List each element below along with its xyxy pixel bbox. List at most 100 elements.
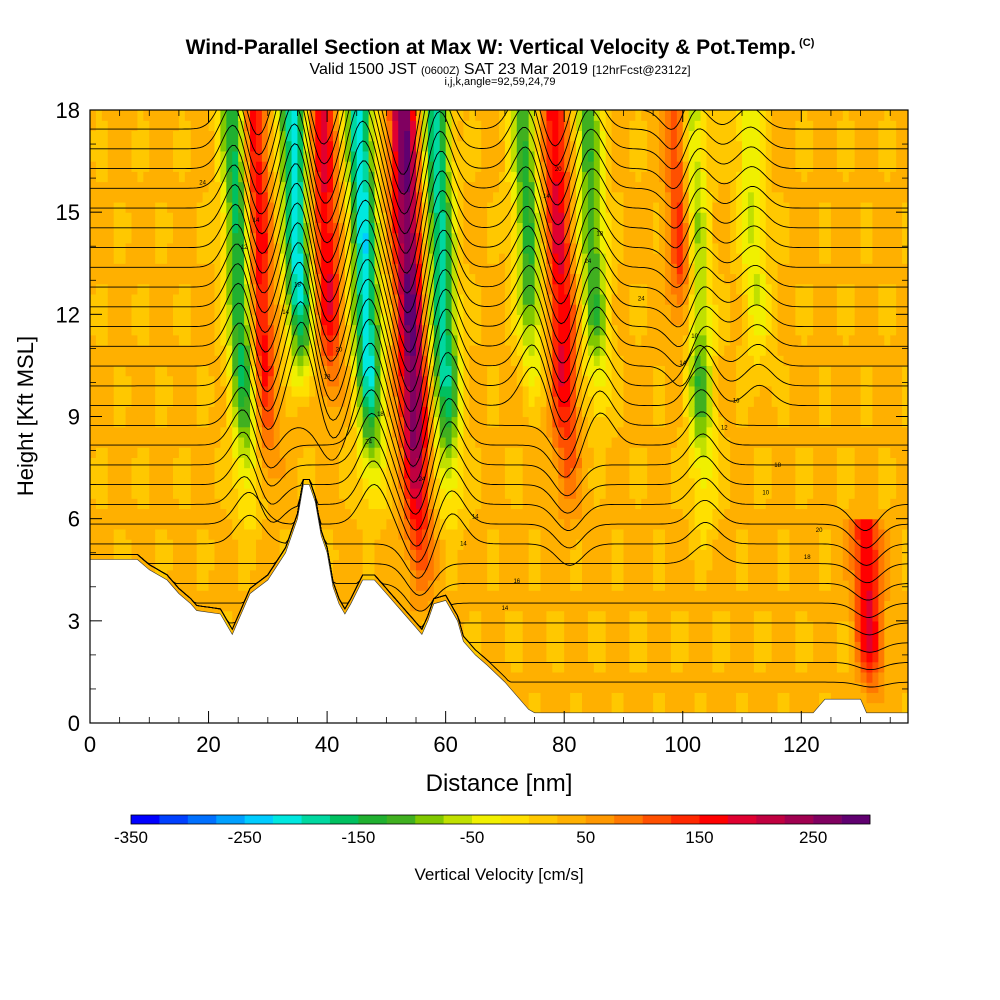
w-cell <box>178 447 186 458</box>
w-cell <box>516 222 524 234</box>
w-cell <box>131 263 139 275</box>
w-cell <box>172 426 180 438</box>
w-cell <box>202 110 210 121</box>
w-cell <box>338 498 346 510</box>
w-cell <box>510 150 518 162</box>
w-cell <box>564 702 571 714</box>
w-cell <box>510 273 518 285</box>
w-cell <box>90 130 97 142</box>
w-cell <box>457 477 465 489</box>
w-cell <box>178 365 186 377</box>
w-cell <box>540 334 548 346</box>
w-cell <box>273 528 281 540</box>
w-cell <box>208 293 216 305</box>
w-cell <box>558 283 565 295</box>
w-cell <box>255 273 263 285</box>
w-cell <box>119 273 127 285</box>
w-cell <box>273 181 281 193</box>
w-cell <box>321 498 328 510</box>
w-cell <box>534 140 542 152</box>
w-cell <box>149 110 156 121</box>
w-cell <box>516 692 524 704</box>
w-cell <box>244 375 251 387</box>
w-cell <box>267 508 275 520</box>
w-cell <box>172 171 180 183</box>
w-cell <box>564 467 571 479</box>
w-cell <box>445 171 453 183</box>
w-cell <box>528 293 536 305</box>
w-cell <box>528 212 536 223</box>
w-cell <box>226 590 233 601</box>
w-cell <box>398 293 405 305</box>
w-cell <box>321 140 328 152</box>
w-cell <box>433 242 441 254</box>
w-cell <box>143 467 150 479</box>
w-cell <box>167 161 174 172</box>
w-cell <box>90 334 97 346</box>
w-cell <box>386 416 393 428</box>
w-cell <box>178 569 186 581</box>
w-cell <box>178 508 186 520</box>
w-cell <box>564 692 571 704</box>
w-cell <box>161 110 168 121</box>
w-cell <box>463 355 470 367</box>
w-cell <box>208 375 216 387</box>
w-cell <box>576 375 583 387</box>
w-cell <box>261 477 269 489</box>
w-cell <box>184 232 192 244</box>
w-cell <box>356 120 364 132</box>
w-cell <box>457 406 465 418</box>
w-cell <box>380 181 387 193</box>
w-cell <box>493 130 500 142</box>
w-cell <box>155 110 162 121</box>
w-cell <box>273 559 281 571</box>
w-cell <box>386 293 393 305</box>
w-cell <box>202 334 210 346</box>
w-cell <box>404 304 411 315</box>
w-cell <box>261 569 269 581</box>
w-cell <box>196 304 204 315</box>
w-cell <box>279 150 287 162</box>
w-cell <box>534 457 542 469</box>
w-cell <box>540 396 548 407</box>
w-cell <box>273 344 281 356</box>
w-cell <box>172 508 180 520</box>
w-cell <box>552 457 559 469</box>
w-cell <box>487 539 494 550</box>
w-cell <box>321 344 328 356</box>
w-cell <box>570 355 577 367</box>
w-cell <box>149 140 156 152</box>
w-cell <box>190 273 198 285</box>
w-cell <box>232 498 239 510</box>
w-cell <box>95 171 103 183</box>
w-cell <box>374 212 382 223</box>
w-cell <box>427 406 435 418</box>
w-cell <box>149 467 156 479</box>
w-cell <box>101 365 109 377</box>
w-cell <box>321 263 328 275</box>
w-cell <box>214 314 222 326</box>
w-cell <box>161 467 168 479</box>
w-cell <box>499 334 506 346</box>
w-cell <box>516 110 524 121</box>
w-cell <box>344 283 352 295</box>
w-cell <box>167 191 174 203</box>
w-cell <box>386 191 393 203</box>
w-cell <box>504 293 512 305</box>
w-cell <box>540 130 548 142</box>
w-cell <box>155 396 162 407</box>
w-cell <box>155 457 162 469</box>
w-cell <box>362 130 370 142</box>
w-cell <box>238 600 245 612</box>
w-cell <box>261 426 269 438</box>
w-cell <box>510 406 518 418</box>
w-cell <box>95 447 103 458</box>
w-cell <box>451 416 459 428</box>
w-cell <box>380 253 387 264</box>
w-cell <box>570 406 577 418</box>
w-cell <box>107 365 115 377</box>
w-cell <box>309 314 316 326</box>
w-cell <box>404 508 411 520</box>
w-cell <box>291 426 299 438</box>
w-cell <box>291 150 299 162</box>
